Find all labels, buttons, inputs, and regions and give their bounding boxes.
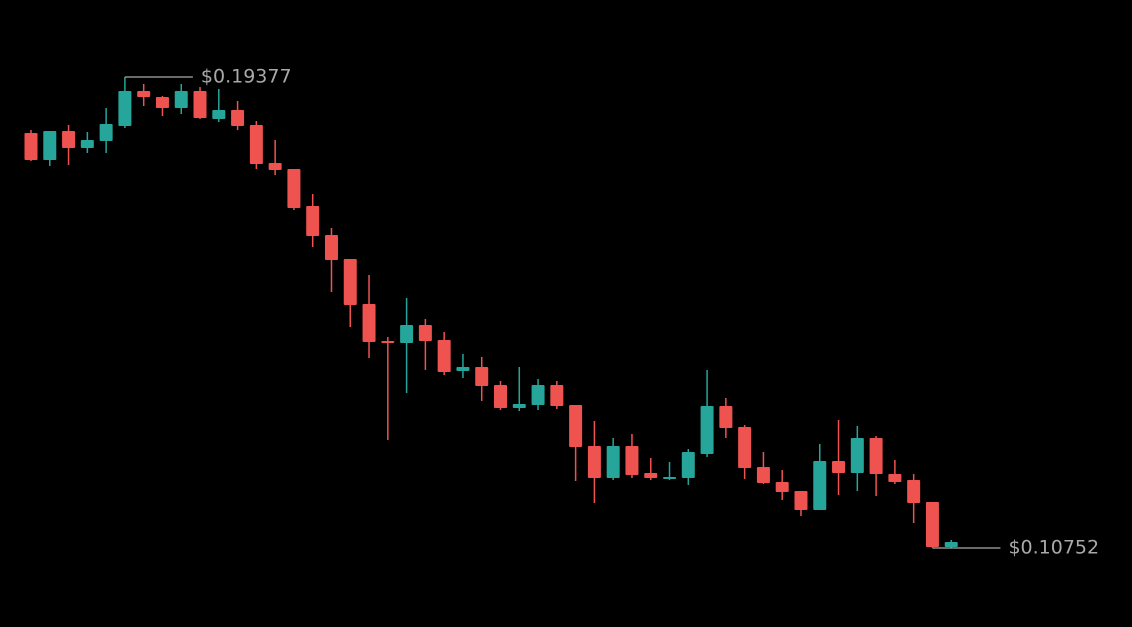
candle-body bbox=[719, 406, 733, 429]
candle-body bbox=[437, 339, 451, 372]
candle-body bbox=[268, 163, 282, 170]
candle-body bbox=[775, 481, 789, 492]
candle-body bbox=[681, 451, 695, 478]
candle-body bbox=[925, 502, 939, 548]
candle-body bbox=[663, 477, 677, 480]
candle-body bbox=[494, 384, 507, 408]
price-marker-label: $0.19377 bbox=[201, 66, 292, 88]
candle-body bbox=[869, 438, 883, 475]
candle-body bbox=[324, 234, 338, 260]
candle-body bbox=[888, 474, 902, 482]
candle-body bbox=[475, 366, 489, 386]
candle-body bbox=[569, 404, 583, 447]
candle-body bbox=[832, 461, 846, 474]
candle-body bbox=[24, 132, 38, 161]
candle-body bbox=[80, 140, 94, 148]
candle-body bbox=[249, 125, 263, 164]
candle-body bbox=[813, 461, 827, 510]
price-marker-label: $0.10752 bbox=[1008, 537, 1099, 559]
candle-body bbox=[850, 438, 864, 474]
candle-body bbox=[587, 445, 601, 478]
candle-body bbox=[756, 467, 770, 484]
candle-body bbox=[381, 340, 395, 343]
candle-body bbox=[606, 445, 620, 478]
candle-body bbox=[644, 473, 658, 478]
candle-body bbox=[306, 205, 320, 237]
candle-body bbox=[456, 366, 470, 372]
candle-body bbox=[343, 259, 357, 305]
candle-body bbox=[512, 403, 526, 408]
candle-body bbox=[400, 324, 414, 343]
candle-body bbox=[700, 406, 714, 455]
candle-body bbox=[137, 90, 151, 97]
candle-body bbox=[418, 324, 432, 341]
candle-body bbox=[907, 480, 921, 504]
candle-body bbox=[43, 131, 57, 161]
candle-body bbox=[531, 384, 545, 405]
candle-body bbox=[155, 96, 169, 109]
candle-body bbox=[794, 490, 808, 510]
candle-body bbox=[231, 109, 245, 126]
candle-body bbox=[738, 426, 752, 468]
candle-body bbox=[944, 541, 958, 548]
candle-body bbox=[625, 445, 639, 475]
candle-body bbox=[212, 109, 226, 119]
candle-body bbox=[62, 131, 76, 148]
candle-body bbox=[174, 90, 188, 109]
candle-body bbox=[193, 90, 207, 119]
candle-body bbox=[99, 124, 113, 142]
candle-body bbox=[118, 90, 132, 126]
candle-body bbox=[287, 169, 301, 209]
candle-body bbox=[362, 304, 376, 343]
candle-body bbox=[550, 384, 564, 407]
